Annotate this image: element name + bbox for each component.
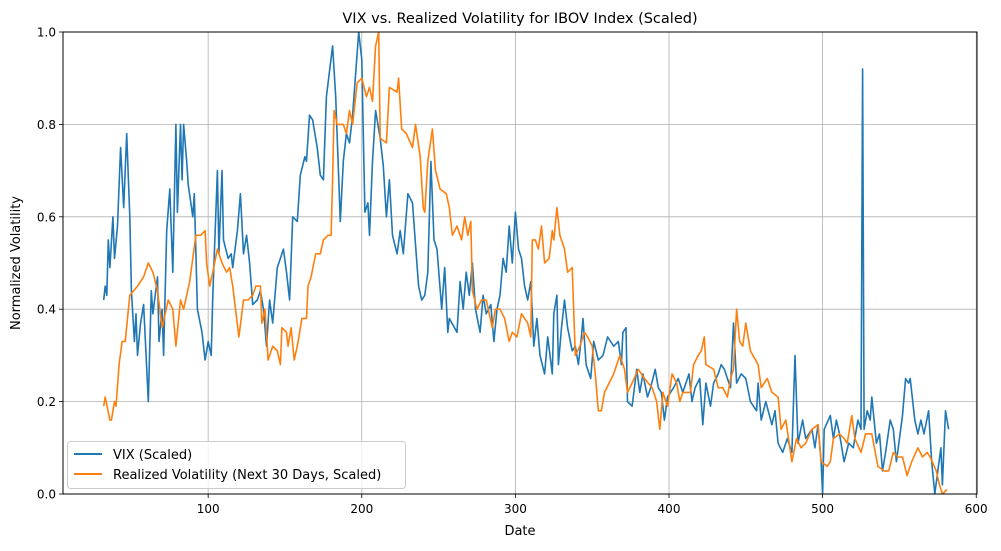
y-tick-label: 0.4: [37, 303, 56, 317]
legend-label-realized-vol: Realized Volatility (Next 30 Days, Scale…: [113, 468, 381, 483]
x-tick-label: 600: [965, 502, 988, 516]
x-tick-label: 500: [811, 502, 834, 516]
series-line-vix: [102, 32, 950, 494]
legend-label-vix: VIX (Scaled): [113, 448, 192, 463]
legend: VIX (Scaled) Realized Volatility (Next 3…: [67, 441, 406, 489]
x-tick-label: 300: [504, 502, 527, 516]
x-tick-label: 100: [197, 502, 220, 516]
series-line-realized-volatility: [102, 32, 948, 494]
legend-box: [67, 441, 406, 489]
series-lines: [102, 32, 950, 494]
y-tick-label: 1.0: [37, 26, 56, 40]
y-tick-label: 0.6: [37, 210, 56, 224]
x-axis-label: Date: [504, 524, 535, 539]
y-tick-label: 0.8: [37, 118, 56, 132]
y-tick-label: 0.2: [37, 395, 56, 409]
y-tick-label: 0.0: [37, 488, 56, 502]
ticks: 100 200 300 400 500 600 0.0 0.2 0.4 0.6 0.8 1.0: [37, 26, 988, 517]
chart-title: VIX vs. Realized Volatility for IBOV Ind…: [342, 11, 697, 27]
axes-frame: [62, 31, 978, 495]
y-axis-label: Normalized Volatility: [9, 196, 24, 330]
x-tick-label: 200: [350, 502, 373, 516]
x-tick-label: 400: [658, 502, 681, 516]
